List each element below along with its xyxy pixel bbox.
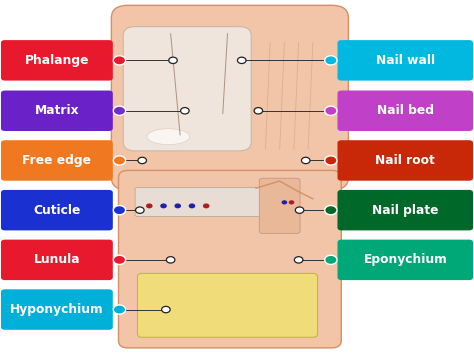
Text: Lunula: Lunula <box>34 253 80 266</box>
FancyBboxPatch shape <box>337 40 473 81</box>
FancyBboxPatch shape <box>1 190 113 230</box>
Circle shape <box>113 56 126 65</box>
FancyBboxPatch shape <box>1 240 113 280</box>
FancyBboxPatch shape <box>1 140 113 181</box>
Circle shape <box>295 207 304 213</box>
Circle shape <box>282 200 287 204</box>
FancyBboxPatch shape <box>337 140 473 181</box>
Circle shape <box>136 207 144 213</box>
Text: Matrix: Matrix <box>35 104 79 117</box>
FancyBboxPatch shape <box>1 40 113 81</box>
Circle shape <box>203 203 210 208</box>
Text: Nail bed: Nail bed <box>377 104 434 117</box>
FancyBboxPatch shape <box>135 187 282 217</box>
Circle shape <box>325 56 337 65</box>
Circle shape <box>113 156 126 165</box>
Text: Free edge: Free edge <box>22 154 91 167</box>
Circle shape <box>254 108 263 114</box>
Circle shape <box>325 255 337 264</box>
Circle shape <box>113 206 126 215</box>
Circle shape <box>166 257 175 263</box>
FancyBboxPatch shape <box>337 240 473 280</box>
Text: Nail root: Nail root <box>375 154 435 167</box>
FancyBboxPatch shape <box>1 91 113 131</box>
Circle shape <box>181 108 189 114</box>
Circle shape <box>113 305 126 314</box>
FancyBboxPatch shape <box>123 27 251 151</box>
Circle shape <box>325 106 337 115</box>
Circle shape <box>160 203 167 208</box>
FancyBboxPatch shape <box>118 170 341 348</box>
Text: Cuticle: Cuticle <box>33 204 81 217</box>
Circle shape <box>169 57 177 64</box>
Circle shape <box>325 206 337 215</box>
Circle shape <box>138 157 146 164</box>
Circle shape <box>301 157 310 164</box>
Text: Hyponychium: Hyponychium <box>10 303 104 316</box>
Text: Nail wall: Nail wall <box>376 54 435 67</box>
Text: Phalange: Phalange <box>25 54 89 67</box>
Text: Eponychium: Eponychium <box>364 253 447 266</box>
Circle shape <box>146 203 153 208</box>
FancyBboxPatch shape <box>259 178 300 234</box>
Circle shape <box>113 106 126 115</box>
FancyBboxPatch shape <box>111 5 348 190</box>
Circle shape <box>237 57 246 64</box>
FancyBboxPatch shape <box>337 91 473 131</box>
FancyBboxPatch shape <box>137 273 318 337</box>
FancyBboxPatch shape <box>337 190 473 230</box>
Ellipse shape <box>147 129 190 145</box>
Circle shape <box>325 156 337 165</box>
Circle shape <box>174 203 181 208</box>
Circle shape <box>189 203 195 208</box>
FancyBboxPatch shape <box>1 289 113 330</box>
Circle shape <box>294 257 303 263</box>
Circle shape <box>113 255 126 264</box>
Circle shape <box>162 306 170 313</box>
Text: Nail plate: Nail plate <box>372 204 438 217</box>
Circle shape <box>289 200 294 204</box>
